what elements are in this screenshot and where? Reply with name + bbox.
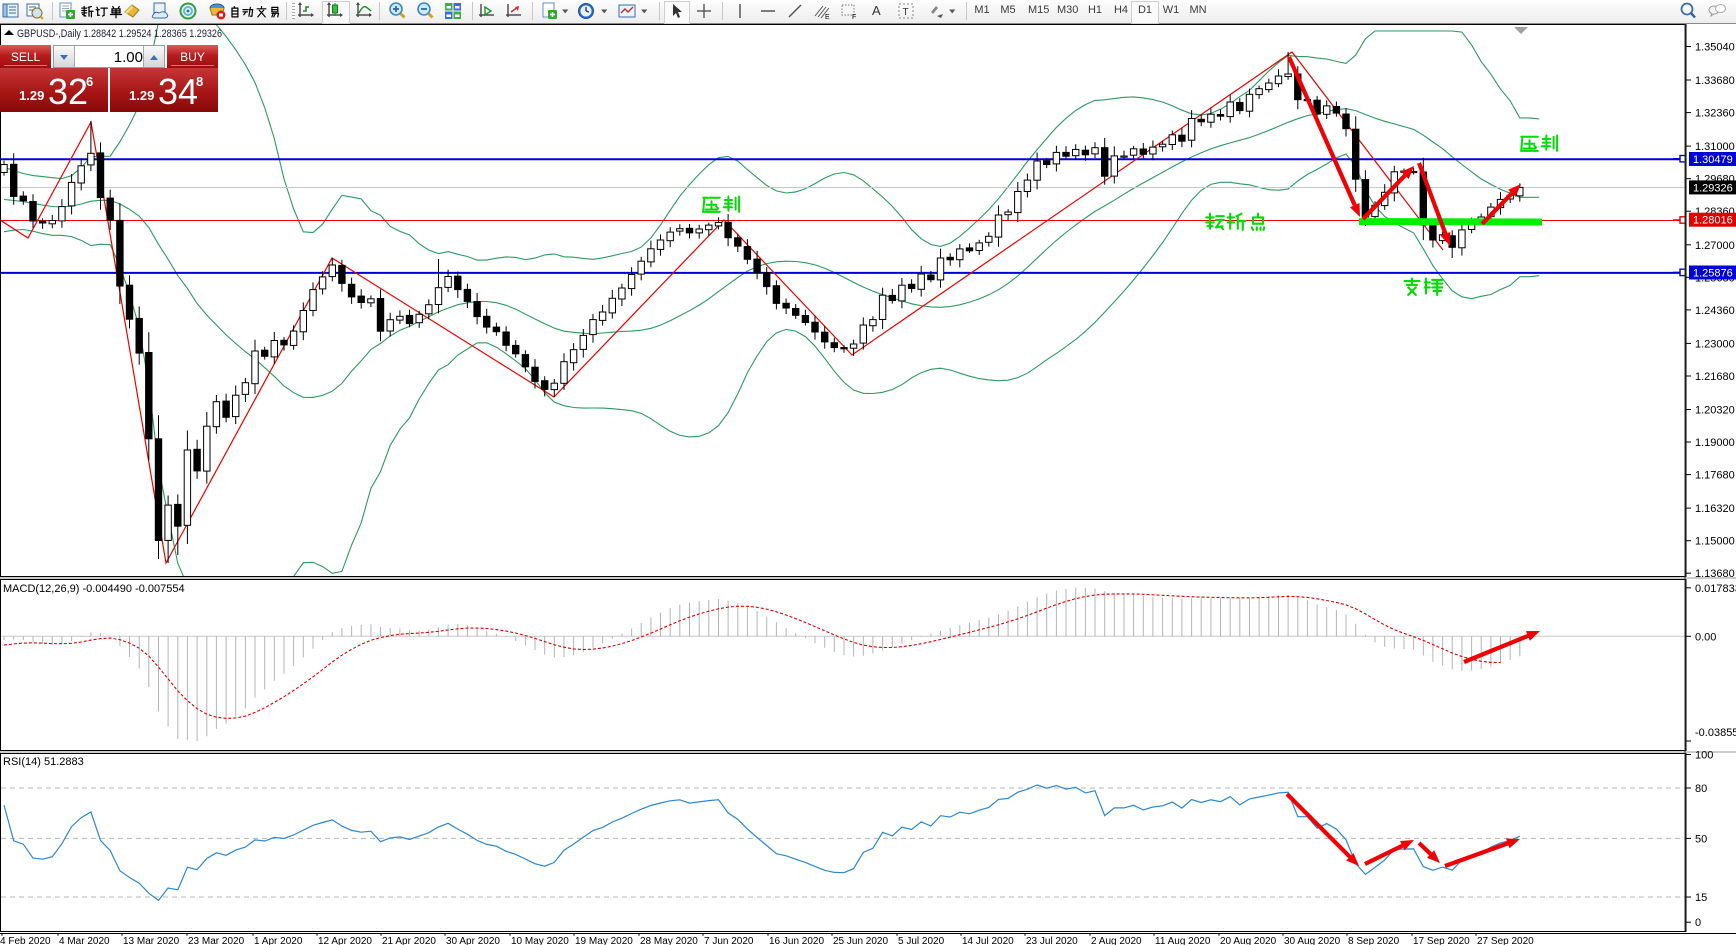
svg-text:0: 0 — [1695, 917, 1701, 929]
svg-text:1.31000: 1.31000 — [1695, 141, 1735, 153]
svg-text:5 Jul 2020: 5 Jul 2020 — [898, 936, 945, 945]
svg-text:19 May 2020: 19 May 2020 — [575, 936, 633, 945]
svg-text:4 Mar 2020: 4 Mar 2020 — [59, 936, 110, 945]
svg-text:MACD(12,26,9) -0.004490 -0.007: MACD(12,26,9) -0.004490 -0.007554 — [3, 583, 185, 595]
svg-text:1 Apr 2020: 1 Apr 2020 — [254, 936, 303, 945]
svg-text:11 Aug 2020: 11 Aug 2020 — [1155, 936, 1211, 945]
svg-text:15: 15 — [1695, 892, 1707, 904]
svg-text:12 Apr 2020: 12 Apr 2020 — [318, 936, 372, 945]
svg-text:7 Jun 2020: 7 Jun 2020 — [704, 936, 754, 945]
svg-text:28 May 2020: 28 May 2020 — [640, 936, 698, 945]
svg-text:RSI(14) 51.2883: RSI(14) 51.2883 — [3, 756, 84, 768]
svg-text:1.20320: 1.20320 — [1695, 405, 1735, 417]
svg-text:1.35040: 1.35040 — [1695, 42, 1735, 54]
svg-text:1.19000: 1.19000 — [1695, 437, 1735, 449]
svg-text:1.32360: 1.32360 — [1695, 108, 1735, 120]
svg-text:1.16320: 1.16320 — [1695, 503, 1735, 515]
svg-text:23 Mar 2020: 23 Mar 2020 — [188, 936, 245, 945]
svg-text:23 Jul 2020: 23 Jul 2020 — [1026, 936, 1078, 945]
svg-text:27 Sep 2020: 27 Sep 2020 — [1477, 936, 1534, 945]
svg-text:50: 50 — [1695, 833, 1707, 845]
svg-text:GBPUSD-,Daily 1.28842 1.29524: GBPUSD-,Daily 1.28842 1.29524 1.28365 1.… — [17, 28, 222, 40]
svg-text:8 Sep 2020: 8 Sep 2020 — [1348, 936, 1400, 945]
svg-text:F: F — [852, 14, 856, 20]
svg-text:T: T — [903, 7, 909, 18]
svg-text:30 Aug 2020: 30 Aug 2020 — [1284, 936, 1341, 945]
svg-text:100: 100 — [1695, 750, 1713, 762]
svg-text:1.24360: 1.24360 — [1695, 305, 1735, 317]
svg-text:80: 80 — [1695, 783, 1707, 795]
svg-text:13 Mar 2020: 13 Mar 2020 — [123, 936, 180, 945]
svg-text:16 Jun 2020: 16 Jun 2020 — [769, 936, 824, 945]
svg-text:1.33680: 1.33680 — [1695, 75, 1735, 87]
svg-text:4 Feb 2020: 4 Feb 2020 — [0, 936, 51, 945]
svg-text:25 Jun 2020: 25 Jun 2020 — [833, 936, 888, 945]
svg-text:1.27000: 1.27000 — [1695, 240, 1735, 252]
svg-text:E: E — [825, 14, 830, 20]
svg-text:-0.038559: -0.038559 — [1695, 727, 1736, 739]
svg-text:17 Sep 2020: 17 Sep 2020 — [1413, 936, 1470, 945]
svg-text:1.15000: 1.15000 — [1695, 536, 1735, 548]
svg-text:20 Aug 2020: 20 Aug 2020 — [1220, 936, 1277, 945]
svg-text:1.30479: 1.30479 — [1693, 154, 1733, 166]
svg-text:30 Apr 2020: 30 Apr 2020 — [446, 936, 500, 945]
svg-text:0.00: 0.00 — [1695, 631, 1716, 643]
svg-text:10 May 2020: 10 May 2020 — [511, 936, 569, 945]
svg-text:1.23000: 1.23000 — [1695, 338, 1735, 350]
svg-text:2 Aug 2020: 2 Aug 2020 — [1091, 936, 1142, 945]
svg-text:1.25876: 1.25876 — [1693, 268, 1733, 280]
svg-text:1.28016: 1.28016 — [1693, 215, 1733, 227]
svg-text:1.13680: 1.13680 — [1695, 568, 1735, 580]
svg-text:1.21680: 1.21680 — [1695, 371, 1735, 383]
svg-text:14 Jul 2020: 14 Jul 2020 — [962, 936, 1014, 945]
svg-text:1.29326: 1.29326 — [1693, 182, 1733, 194]
svg-text:21 Apr 2020: 21 Apr 2020 — [382, 936, 436, 945]
svg-text:1.17680: 1.17680 — [1695, 470, 1735, 482]
svg-text:0.017833: 0.017833 — [1695, 583, 1736, 595]
